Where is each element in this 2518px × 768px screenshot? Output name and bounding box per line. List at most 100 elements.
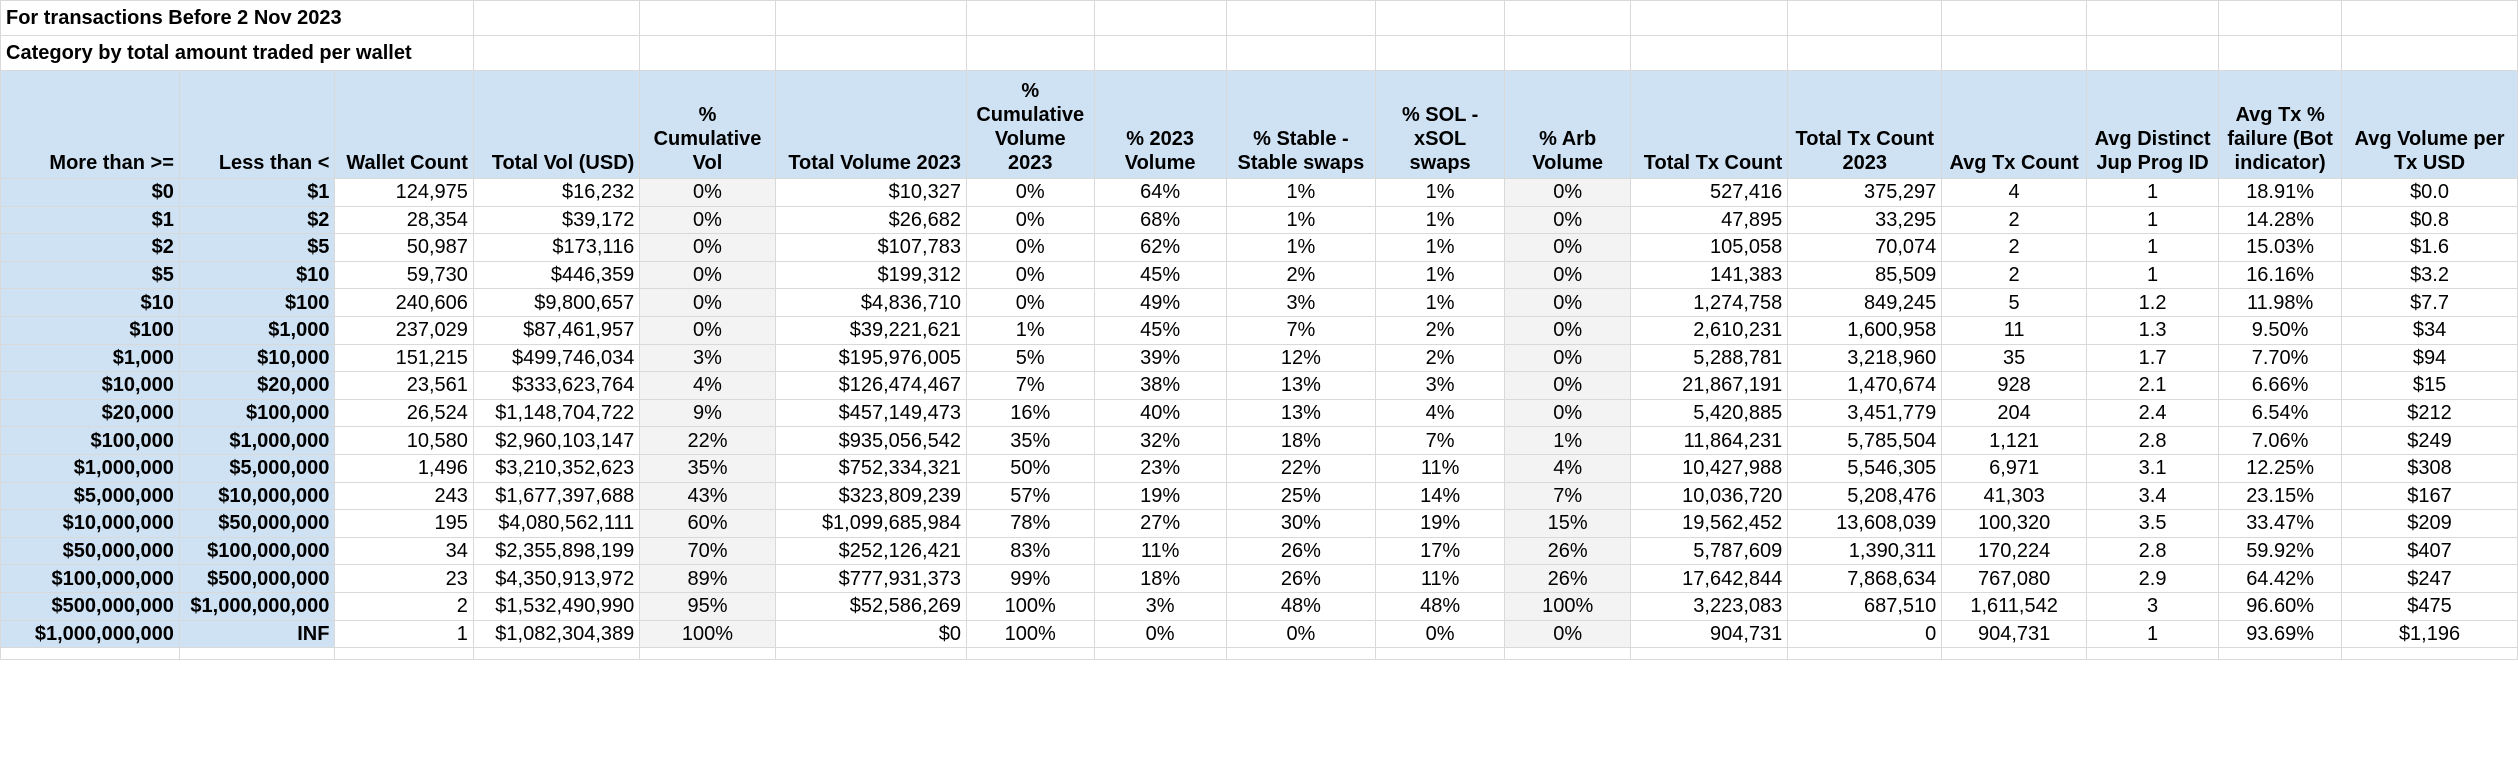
table-cell[interactable]: 1% bbox=[1375, 178, 1506, 207]
range-bound-cell[interactable]: $1 bbox=[178, 178, 336, 207]
empty-cell[interactable] bbox=[639, 0, 776, 36]
empty-cell[interactable] bbox=[2341, 35, 2518, 71]
column-header[interactable]: Avg Distinct Jup Prog ID bbox=[2085, 70, 2220, 179]
table-cell[interactable]: 1,121 bbox=[1941, 426, 2087, 455]
table-cell[interactable]: 34 bbox=[334, 536, 474, 566]
table-cell[interactable]: 17% bbox=[1375, 536, 1506, 566]
range-bound-cell[interactable]: $1,000 bbox=[0, 343, 180, 373]
table-cell[interactable]: 141,383 bbox=[1630, 260, 1789, 290]
range-bound-cell[interactable]: $1 bbox=[0, 205, 180, 235]
table-cell[interactable]: 7% bbox=[965, 371, 1095, 400]
table-cell[interactable]: $87,461,957 bbox=[472, 315, 641, 345]
table-cell[interactable]: 928 bbox=[1941, 371, 2087, 400]
table-cell[interactable]: 12% bbox=[1225, 343, 1377, 373]
table-cell[interactable]: $935,056,542 bbox=[774, 426, 967, 455]
table-cell[interactable]: 83% bbox=[965, 536, 1095, 566]
table-cell[interactable]: 767,080 bbox=[1941, 564, 2087, 593]
table-cell[interactable]: 240,606 bbox=[334, 288, 474, 317]
table-cell[interactable]: 28,354 bbox=[334, 205, 474, 235]
table-cell[interactable]: 1,470,674 bbox=[1787, 371, 1943, 400]
empty-cell[interactable] bbox=[1941, 0, 2087, 36]
table-cell[interactable]: $308 bbox=[2341, 453, 2518, 483]
table-cell[interactable]: 1% bbox=[1375, 288, 1506, 317]
table-cell[interactable]: $407 bbox=[2341, 536, 2518, 566]
column-header[interactable]: Avg Tx Count bbox=[1941, 70, 2087, 179]
table-cell[interactable]: 13,608,039 bbox=[1787, 509, 1943, 538]
empty-cell[interactable] bbox=[1093, 647, 1227, 661]
table-cell[interactable]: 5,288,781 bbox=[1630, 343, 1789, 373]
table-cell[interactable]: 26% bbox=[1504, 564, 1632, 593]
table-cell[interactable]: 15% bbox=[1504, 509, 1632, 538]
table-cell[interactable]: 4% bbox=[1504, 453, 1632, 483]
table-cell[interactable]: 2% bbox=[1225, 260, 1377, 290]
table-cell[interactable]: $15 bbox=[2341, 371, 2518, 400]
table-cell[interactable]: 5,208,476 bbox=[1787, 481, 1943, 511]
table-cell[interactable]: 5% bbox=[965, 343, 1095, 373]
table-cell[interactable]: 1,390,311 bbox=[1787, 536, 1943, 566]
table-cell[interactable]: 10,036,720 bbox=[1630, 481, 1789, 511]
range-bound-cell[interactable]: $500,000,000 bbox=[0, 591, 180, 621]
table-cell[interactable]: 22% bbox=[1225, 453, 1377, 483]
table-cell[interactable]: $173,116 bbox=[472, 233, 641, 262]
table-cell[interactable]: 33.47% bbox=[2218, 509, 2343, 538]
table-cell[interactable]: $1,196 bbox=[2341, 619, 2518, 649]
empty-cell[interactable] bbox=[1504, 0, 1632, 36]
table-cell[interactable]: 1% bbox=[1225, 233, 1377, 262]
table-cell[interactable]: 0% bbox=[1093, 619, 1227, 649]
table-cell[interactable]: 904,731 bbox=[1630, 619, 1789, 649]
table-cell[interactable]: 32% bbox=[1093, 426, 1227, 455]
column-header[interactable]: Total Volume 2023 bbox=[774, 70, 967, 179]
empty-cell[interactable] bbox=[1375, 35, 1506, 71]
empty-cell[interactable] bbox=[1375, 0, 1506, 36]
table-cell[interactable]: 100% bbox=[639, 619, 776, 649]
column-header[interactable]: Total Vol (USD) bbox=[472, 70, 641, 179]
table-cell[interactable]: $39,221,621 bbox=[774, 315, 967, 345]
table-cell[interactable]: 375,297 bbox=[1787, 178, 1943, 207]
table-cell[interactable]: 2 bbox=[1941, 260, 2087, 290]
table-cell[interactable]: 89% bbox=[639, 564, 776, 593]
table-cell[interactable]: $0 bbox=[774, 619, 967, 649]
table-cell[interactable]: $199,312 bbox=[774, 260, 967, 290]
table-cell[interactable]: 12.25% bbox=[2218, 453, 2343, 483]
range-bound-cell[interactable]: $2 bbox=[178, 205, 336, 235]
column-header[interactable]: Less than < bbox=[178, 70, 336, 179]
table-cell[interactable]: 6,971 bbox=[1941, 453, 2087, 483]
table-cell[interactable]: 527,416 bbox=[1630, 178, 1789, 207]
column-header[interactable]: % Stable - Stable swaps bbox=[1225, 70, 1377, 179]
table-cell[interactable]: $1,532,490,990 bbox=[472, 591, 641, 621]
table-cell[interactable]: 11% bbox=[1375, 564, 1506, 593]
table-cell[interactable]: $446,359 bbox=[472, 260, 641, 290]
empty-cell[interactable] bbox=[1093, 0, 1227, 36]
sheet-subtitle[interactable]: Category by total amount traded per wall… bbox=[0, 35, 474, 71]
table-cell[interactable]: 237,029 bbox=[334, 315, 474, 345]
empty-cell[interactable] bbox=[1225, 647, 1377, 661]
table-cell[interactable]: 68% bbox=[1093, 205, 1227, 235]
table-cell[interactable]: $1,099,685,984 bbox=[774, 509, 967, 538]
empty-cell[interactable] bbox=[1941, 35, 2087, 71]
empty-cell[interactable] bbox=[774, 35, 967, 71]
table-cell[interactable]: 14.28% bbox=[2218, 205, 2343, 235]
table-cell[interactable]: 2.8 bbox=[2085, 536, 2220, 566]
table-cell[interactable]: 2 bbox=[1941, 233, 2087, 262]
sheet-title[interactable]: For transactions Before 2 Nov 2023 bbox=[0, 0, 474, 36]
table-cell[interactable]: $1.6 bbox=[2341, 233, 2518, 262]
table-cell[interactable]: 0% bbox=[1504, 205, 1632, 235]
empty-cell[interactable] bbox=[1225, 0, 1377, 36]
table-cell[interactable]: 170,224 bbox=[1941, 536, 2087, 566]
table-cell[interactable]: 1 bbox=[2085, 619, 2220, 649]
table-cell[interactable]: $10,327 bbox=[774, 178, 967, 207]
table-cell[interactable]: 30% bbox=[1225, 509, 1377, 538]
table-cell[interactable]: 59.92% bbox=[2218, 536, 2343, 566]
column-header[interactable]: Wallet Count bbox=[334, 70, 474, 179]
table-cell[interactable]: 9.50% bbox=[2218, 315, 2343, 345]
table-cell[interactable]: 59,730 bbox=[334, 260, 474, 290]
range-bound-cell[interactable]: $1,000,000 bbox=[178, 426, 336, 455]
table-cell[interactable]: 50,987 bbox=[334, 233, 474, 262]
range-bound-cell[interactable]: $1,000 bbox=[178, 315, 336, 345]
table-cell[interactable]: 38% bbox=[1093, 371, 1227, 400]
table-cell[interactable]: $0.8 bbox=[2341, 205, 2518, 235]
column-header[interactable]: Total Tx Count 2023 bbox=[1787, 70, 1943, 179]
range-bound-cell[interactable]: $100,000,000 bbox=[0, 564, 180, 593]
empty-cell[interactable] bbox=[639, 35, 776, 71]
table-cell[interactable]: 100,320 bbox=[1941, 509, 2087, 538]
